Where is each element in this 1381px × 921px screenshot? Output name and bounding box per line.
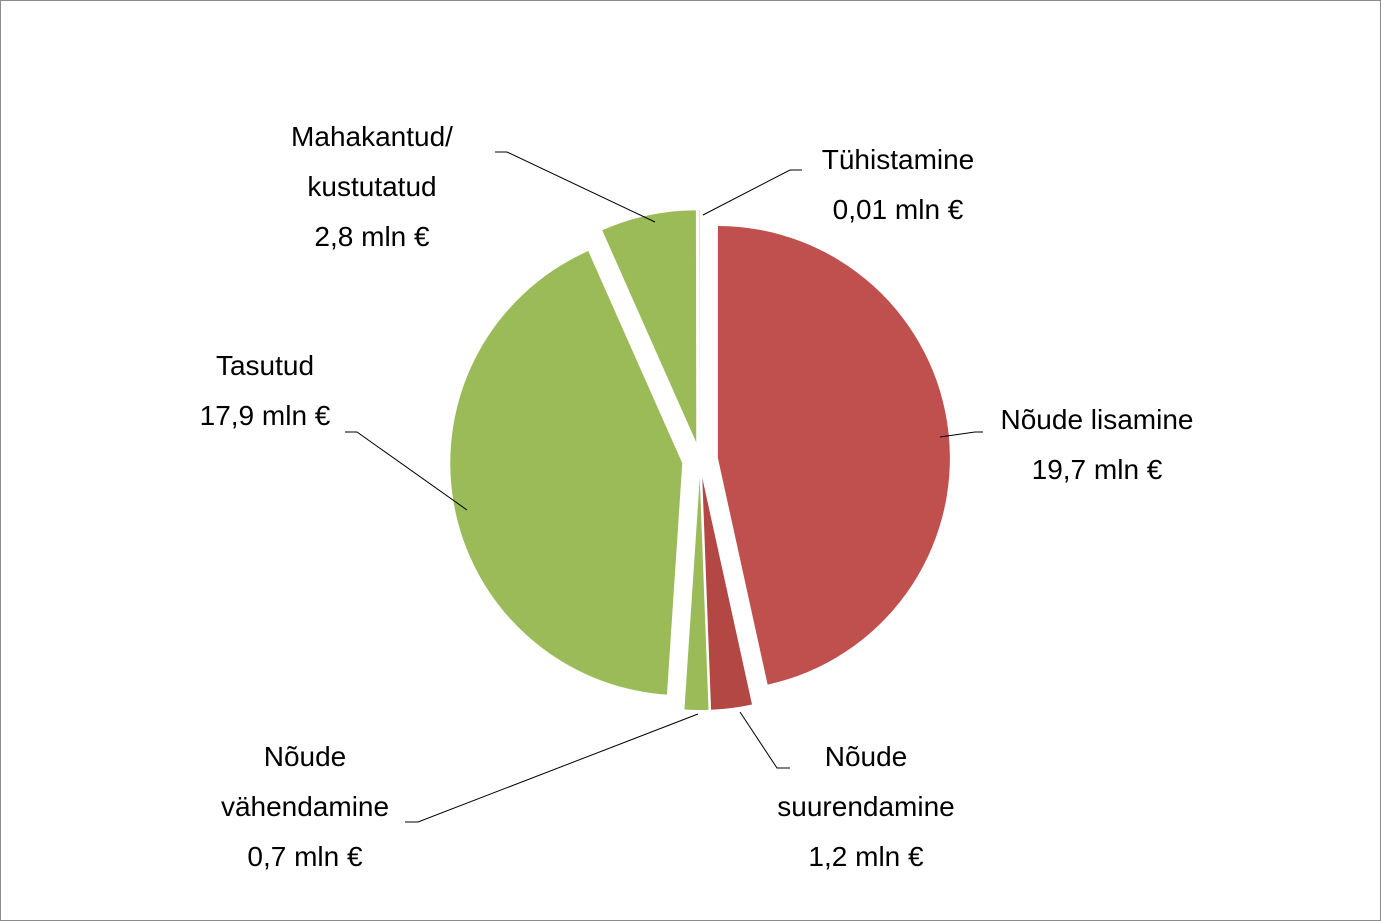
category-label: Nõude lisamine: [1000, 404, 1194, 435]
value-label: 0,01 mln €: [832, 194, 964, 225]
slice-label: Nõude vähendamine 0,7 mln €: [221, 732, 389, 882]
leader-line: [702, 169, 802, 216]
slice-label: Tasutud 17,9 mln €: [200, 341, 331, 441]
category-label: Tühistamine: [821, 144, 975, 175]
pie-slice: [717, 226, 950, 685]
leader-line: [495, 151, 656, 223]
category-label: Mahakantud/ kustutatud: [291, 121, 453, 202]
slice-label: Nõude suurendamine 1,2 mln €: [777, 732, 954, 882]
value-label: 0,7 mln €: [247, 841, 363, 872]
slice-label: Mahakantud/ kustutatud 2,8 mln €: [291, 112, 453, 262]
value-label: 17,9 mln €: [199, 400, 331, 431]
category-label: Tasutud: [215, 350, 315, 381]
leader-line: [345, 431, 468, 511]
pie-slice: [450, 251, 683, 695]
value-label: 19,7 mln €: [1031, 454, 1163, 485]
slice-label: Tühistamine 0,01 mln €: [822, 135, 975, 235]
leader-line: [739, 711, 790, 769]
pie-slice: [684, 477, 709, 710]
pie-slice: [702, 477, 753, 710]
pie-slice: [602, 210, 697, 443]
category-label: Nõude vähendamine: [220, 741, 390, 822]
leader-line: [939, 431, 983, 438]
leader-line: [405, 713, 699, 823]
value-label: 1,2 mln €: [808, 841, 924, 872]
category-label: Nõude suurendamine: [777, 741, 955, 822]
slice-label: Nõude lisamine 19,7 mln €: [1001, 395, 1194, 495]
value-label: 2,8 mln €: [314, 221, 430, 252]
